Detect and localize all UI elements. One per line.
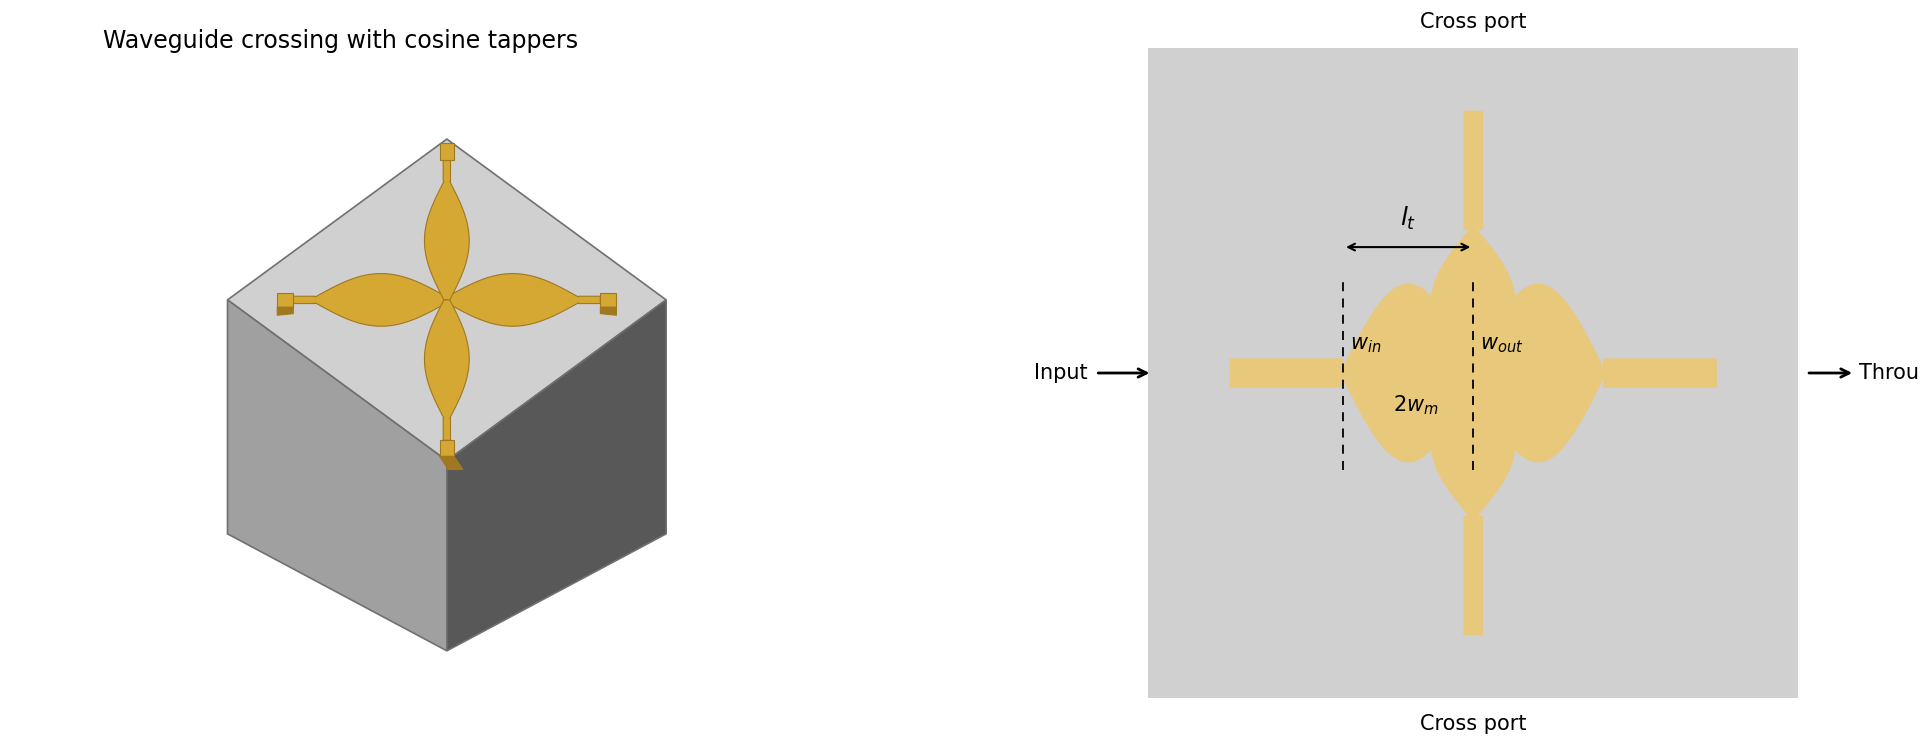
- Polygon shape: [447, 300, 666, 651]
- Polygon shape: [440, 143, 455, 160]
- Polygon shape: [424, 160, 468, 300]
- Bar: [1148, 48, 1799, 698]
- Polygon shape: [447, 274, 601, 326]
- Text: Waveguide crossing with cosine tappers: Waveguide crossing with cosine tappers: [104, 29, 578, 54]
- Text: $l_t$: $l_t$: [1400, 205, 1417, 233]
- Polygon shape: [227, 139, 666, 461]
- Polygon shape: [1229, 283, 1473, 463]
- Polygon shape: [601, 307, 616, 316]
- Polygon shape: [1473, 283, 1716, 463]
- Text: $w_{in}$: $w_{in}$: [1350, 335, 1380, 355]
- Text: Input: Input: [1033, 363, 1087, 383]
- Polygon shape: [440, 457, 463, 469]
- Text: $w_{out}$: $w_{out}$: [1480, 335, 1523, 355]
- Polygon shape: [1430, 373, 1515, 636]
- Polygon shape: [424, 300, 468, 440]
- Polygon shape: [1430, 110, 1515, 373]
- Polygon shape: [440, 440, 455, 457]
- Text: Cross port: Cross port: [1421, 714, 1526, 734]
- Polygon shape: [276, 307, 294, 316]
- Polygon shape: [294, 274, 447, 326]
- Text: Through port: Through port: [1859, 363, 1920, 383]
- Polygon shape: [276, 292, 294, 307]
- Text: $2w_m$: $2w_m$: [1394, 393, 1440, 417]
- Polygon shape: [227, 300, 447, 651]
- Polygon shape: [601, 292, 616, 307]
- Text: Cross port: Cross port: [1421, 12, 1526, 32]
